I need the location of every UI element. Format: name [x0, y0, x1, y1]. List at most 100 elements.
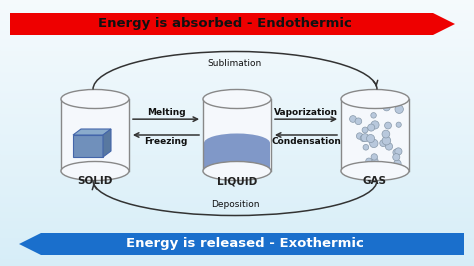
Circle shape — [395, 148, 402, 155]
Bar — [0, 142, 474, 143]
Bar — [0, 248, 474, 249]
Bar — [0, 171, 474, 172]
Circle shape — [362, 127, 368, 133]
Bar — [0, 20, 474, 21]
Text: Vaporization: Vaporization — [274, 108, 338, 117]
Bar — [0, 216, 474, 217]
Bar — [0, 221, 474, 222]
Bar — [0, 125, 474, 126]
Bar — [0, 117, 474, 118]
Bar — [0, 52, 474, 53]
Bar — [0, 183, 474, 184]
Bar — [0, 130, 474, 131]
Bar — [0, 149, 474, 150]
Bar — [0, 98, 474, 99]
Bar — [0, 167, 474, 168]
Bar — [0, 71, 474, 72]
Bar — [0, 122, 474, 123]
Bar — [0, 147, 474, 148]
Bar — [0, 39, 474, 40]
Bar — [0, 79, 474, 80]
Bar — [0, 244, 474, 245]
Bar — [0, 73, 474, 74]
Bar — [0, 249, 474, 250]
Bar — [0, 69, 474, 70]
Text: Energy is released - Exothermic: Energy is released - Exothermic — [126, 238, 364, 251]
Bar — [0, 129, 474, 130]
Bar — [0, 218, 474, 219]
Bar — [341, 99, 409, 171]
Bar — [0, 198, 474, 199]
Bar — [0, 172, 474, 173]
Circle shape — [368, 162, 373, 168]
Bar — [0, 215, 474, 216]
Bar — [0, 209, 474, 210]
Bar — [0, 60, 474, 61]
Bar — [0, 259, 474, 260]
Bar — [0, 46, 474, 47]
Bar — [0, 121, 474, 122]
Bar — [0, 101, 474, 102]
Bar — [0, 217, 474, 218]
Bar — [0, 168, 474, 169]
Bar — [0, 257, 474, 258]
Bar — [0, 190, 474, 191]
Circle shape — [383, 104, 390, 111]
Bar — [0, 222, 474, 223]
Bar — [0, 196, 474, 197]
Circle shape — [371, 121, 379, 129]
Circle shape — [382, 136, 391, 145]
Bar — [0, 204, 474, 205]
Circle shape — [368, 124, 375, 131]
Circle shape — [370, 139, 378, 148]
Bar — [0, 96, 474, 97]
Bar — [0, 9, 474, 10]
Bar — [0, 184, 474, 185]
Bar — [0, 109, 474, 110]
Bar — [0, 81, 474, 82]
Bar — [0, 161, 474, 162]
Bar — [0, 199, 474, 200]
Bar — [0, 241, 474, 242]
Bar — [0, 252, 474, 253]
Bar — [0, 43, 474, 44]
Bar — [0, 262, 474, 263]
Bar — [0, 16, 474, 17]
Bar — [0, 228, 474, 229]
Bar — [0, 104, 474, 105]
Bar — [0, 246, 474, 247]
Bar — [0, 68, 474, 69]
Bar — [0, 141, 474, 142]
Bar — [0, 170, 474, 171]
Ellipse shape — [61, 89, 129, 109]
Polygon shape — [73, 135, 103, 157]
Bar — [0, 95, 474, 96]
Circle shape — [385, 143, 392, 150]
Bar — [0, 253, 474, 254]
Bar — [0, 197, 474, 198]
Polygon shape — [103, 129, 111, 157]
Bar — [0, 21, 474, 22]
Bar — [0, 263, 474, 264]
Circle shape — [382, 130, 390, 138]
Text: LIQUID: LIQUID — [217, 176, 257, 186]
Bar — [0, 18, 474, 19]
Bar — [0, 177, 474, 178]
Bar — [0, 135, 474, 136]
Bar — [0, 238, 474, 239]
Bar — [0, 212, 474, 213]
Bar — [0, 30, 474, 31]
Bar — [0, 37, 474, 38]
Bar — [0, 232, 474, 233]
Bar — [0, 150, 474, 151]
Bar — [0, 99, 474, 100]
Bar — [0, 24, 474, 25]
Bar — [0, 77, 474, 78]
Bar — [0, 207, 474, 208]
Bar — [0, 186, 474, 187]
Bar — [0, 111, 474, 112]
Bar — [0, 205, 474, 206]
Bar — [0, 229, 474, 230]
Ellipse shape — [203, 161, 271, 181]
Bar — [0, 5, 474, 6]
